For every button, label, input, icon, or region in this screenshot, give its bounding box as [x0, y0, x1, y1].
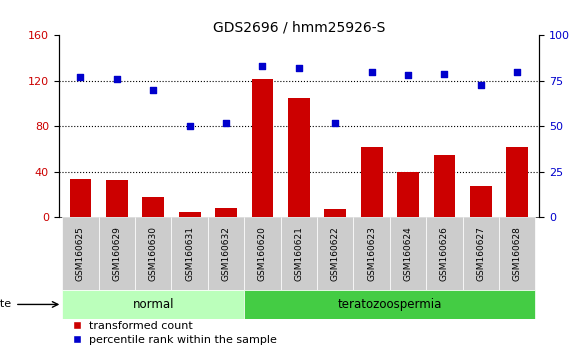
Text: GSM160624: GSM160624 [404, 227, 413, 281]
Point [76, 74, 85, 80]
Point [258, 63, 267, 69]
Point [185, 124, 195, 129]
Text: teratozoospermia: teratozoospermia [338, 298, 442, 311]
Text: GSM160623: GSM160623 [367, 227, 376, 281]
Bar [390, 217, 426, 290]
Bar [317, 217, 353, 290]
Bar [135, 217, 172, 290]
Point [149, 87, 158, 93]
Bar [106, 180, 128, 217]
Text: GSM160628: GSM160628 [513, 227, 522, 281]
Bar [463, 217, 499, 290]
Bar [499, 217, 536, 290]
Bar [288, 98, 310, 217]
Text: normal: normal [132, 298, 174, 311]
Point [367, 69, 376, 75]
Bar [172, 217, 208, 290]
Bar [281, 217, 317, 290]
Bar [142, 197, 164, 217]
Text: GSM160620: GSM160620 [258, 227, 267, 281]
Text: GSM160631: GSM160631 [185, 226, 194, 281]
Text: GSM160625: GSM160625 [76, 227, 85, 281]
Bar [70, 179, 91, 217]
Bar [324, 210, 346, 217]
Text: disease state: disease state [0, 299, 11, 309]
Bar [434, 155, 455, 217]
Text: GSM160627: GSM160627 [476, 227, 485, 281]
Bar [98, 217, 135, 290]
Text: GSM160622: GSM160622 [331, 227, 340, 281]
Point [331, 120, 340, 126]
Bar [397, 172, 419, 217]
Text: GSM160626: GSM160626 [440, 227, 449, 281]
Bar [244, 290, 536, 319]
Point [440, 71, 449, 76]
Bar [361, 147, 383, 217]
Text: GSM160630: GSM160630 [149, 226, 158, 281]
Bar [506, 147, 528, 217]
Legend: transformed count, percentile rank within the sample: transformed count, percentile rank withi… [74, 321, 277, 345]
Bar [215, 209, 237, 217]
Bar [62, 290, 244, 319]
Point [222, 120, 231, 126]
Bar [62, 217, 98, 290]
Point [112, 76, 121, 82]
Bar [244, 217, 281, 290]
Bar [353, 217, 390, 290]
Bar [426, 217, 463, 290]
Bar [251, 79, 274, 217]
Text: GSM160621: GSM160621 [294, 227, 304, 281]
Bar [208, 217, 244, 290]
Point [294, 65, 304, 71]
Text: GSM160629: GSM160629 [113, 227, 121, 281]
Bar [179, 212, 200, 217]
Point [513, 69, 522, 75]
Point [476, 82, 486, 87]
Point [403, 73, 413, 78]
Title: GDS2696 / hmm25926-S: GDS2696 / hmm25926-S [213, 20, 385, 34]
Bar [470, 185, 492, 217]
Text: GSM160632: GSM160632 [222, 227, 230, 281]
